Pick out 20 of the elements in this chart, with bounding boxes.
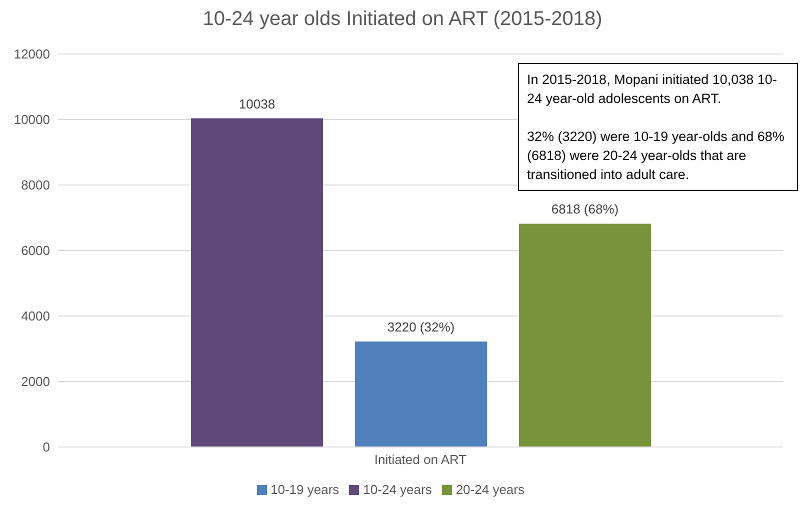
annotation: In 2015-2018, Mopani initiated 10,038 10-24 year-old adolescents on ART. [527,71,778,108]
y-tick-label: 8000 [21,178,50,193]
annotation: 32% (3220) were 10-19 year-olds and 68% (6818) were 20-24 year-olds that are transitioned into adult care. [527,128,786,184]
y-tick-label: 4000 [21,308,50,324]
x-tick-label: Initiated on ART [374,452,467,468]
legend-label: 10-19 years [270,482,340,497]
data-label: 3220 (32%) [387,320,455,335]
y-tick-label: 12000 [14,46,50,62]
bar [519,224,651,447]
bar [355,342,487,447]
data-label: 10038 [238,96,276,112]
data-label: 6818 (68%) [551,202,619,217]
y-tick-label: 2000 [21,374,50,390]
legend-label: 20-24 years [456,482,524,497]
y-tick-label: 10000 [14,112,50,128]
legend-label: 10-24 years [363,482,432,497]
y-tick-label: 0 [42,440,50,455]
chart-title: 10-24 year olds Initiated on ART (2015-2018) [202,8,604,31]
bar [191,118,323,447]
y-tick-label: 6000 [21,243,50,258]
